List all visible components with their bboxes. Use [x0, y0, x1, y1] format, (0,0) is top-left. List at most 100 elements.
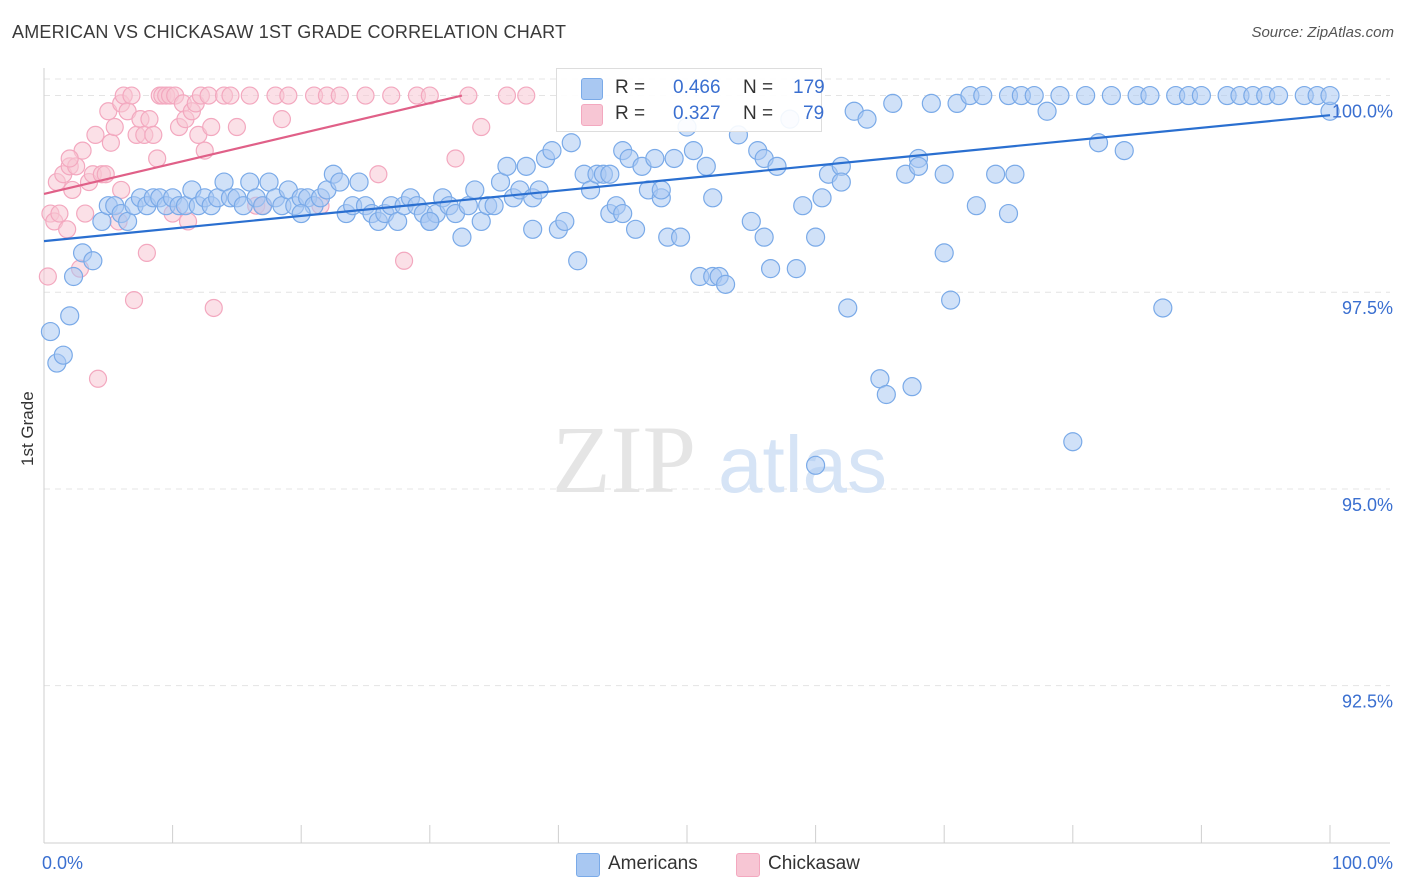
data-point [1076, 85, 1096, 106]
y-tick-label: 95.0% [1342, 495, 1393, 515]
data-point [50, 204, 69, 223]
data-point [857, 109, 877, 129]
data-point [112, 180, 131, 200]
data-point [240, 86, 259, 105]
data-point [204, 298, 223, 318]
data-point [420, 211, 440, 232]
data-point [394, 251, 414, 270]
data-point [272, 110, 292, 129]
x-tick-labels: 0.0% 100.0% [42, 853, 1393, 873]
data-point [793, 196, 813, 216]
data-point [484, 196, 504, 216]
data-point [221, 86, 240, 105]
data-point [472, 117, 491, 137]
chickasaw-n-value: 79 [803, 103, 825, 124]
data-point [40, 321, 61, 342]
data-point [63, 180, 82, 200]
data-point [625, 219, 646, 239]
data-point [88, 369, 108, 388]
watermark-atlas: atlas [718, 420, 887, 509]
data-point [934, 243, 954, 263]
data-point [83, 251, 103, 271]
data-point [140, 110, 159, 129]
data-point [137, 243, 156, 262]
data-point [805, 455, 826, 475]
data-point [1050, 85, 1070, 106]
data-point [986, 164, 1006, 184]
data-point [600, 164, 620, 184]
data-point [516, 156, 536, 176]
data-point [1153, 298, 1173, 318]
data-point [517, 86, 536, 105]
americans-trend-line [43, 114, 1331, 243]
data-point [446, 149, 465, 168]
data-point [696, 156, 716, 176]
data-point [1063, 432, 1083, 452]
grid-lines [44, 78, 1390, 687]
data-point [58, 220, 77, 239]
data-point [883, 93, 903, 114]
data-point [786, 259, 806, 279]
data-point [1005, 164, 1025, 184]
data-point [831, 172, 851, 192]
n-label: N = [743, 103, 774, 124]
data-point [1037, 101, 1057, 121]
data-point [715, 274, 736, 294]
data-point [465, 180, 485, 200]
data-point [683, 141, 704, 161]
data-point [838, 298, 858, 318]
chart-title: AMERICAN VS CHICKASAW 1ST GRADE CORRELAT… [12, 22, 567, 42]
trend-lines [43, 94, 1331, 243]
data-point [703, 188, 723, 208]
data-point [555, 211, 575, 232]
data-point [998, 203, 1019, 224]
data-point [876, 384, 896, 405]
data-point [330, 86, 349, 105]
data-point [741, 211, 761, 232]
axes [43, 68, 1390, 844]
americans-points [40, 85, 1340, 475]
data-point [941, 290, 961, 310]
r-label: R = [615, 103, 646, 124]
chickasaw-r-value: 0.327 [673, 103, 721, 124]
data-point [1268, 85, 1289, 106]
data-point [966, 196, 986, 216]
data-point [279, 86, 298, 105]
data-point [53, 345, 73, 365]
americans-r-value: 0.466 [673, 77, 721, 98]
americans-legend-swatch [576, 853, 600, 877]
data-point [805, 227, 826, 247]
data-point [651, 180, 671, 200]
data-point [542, 141, 562, 161]
data-point [1140, 85, 1160, 106]
americans-n-value: 179 [793, 77, 825, 98]
data-point [356, 86, 375, 105]
data-point [561, 133, 581, 153]
data-point [670, 227, 691, 247]
data-point [459, 86, 478, 105]
n-label: N = [743, 77, 774, 98]
data-point [227, 117, 246, 137]
y-tick-label: 100.0% [1332, 102, 1393, 122]
data-point [38, 267, 57, 286]
data-point [1114, 141, 1134, 161]
data-point [76, 204, 95, 223]
data-point [349, 172, 369, 192]
data-point [760, 259, 781, 279]
data-point [767, 156, 787, 176]
data-point [86, 125, 105, 144]
data-point [452, 227, 472, 247]
data-point [921, 93, 941, 114]
data-point [144, 125, 163, 144]
data-point [60, 306, 80, 326]
y-tick-labels: 100.0% 97.5% 95.0% 92.5% [1332, 102, 1393, 712]
data-point [148, 149, 167, 168]
data-point [664, 148, 684, 169]
r-label: R = [615, 77, 646, 98]
data-point [497, 86, 517, 105]
data-point [908, 156, 929, 176]
data-point [812, 188, 832, 208]
chickasaw-legend-label: Chickasaw [768, 853, 860, 874]
data-point [1320, 85, 1340, 106]
data-point [199, 86, 218, 105]
